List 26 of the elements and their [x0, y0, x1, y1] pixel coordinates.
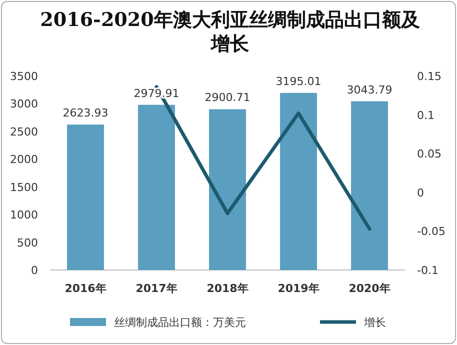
y-tick-label: 0 — [31, 264, 38, 277]
y-tick-label: 1500 — [10, 180, 38, 194]
data-label: 2623.93 — [62, 106, 108, 120]
chart-title: 2016-2020年澳大利亚丝绸制成品出口额及增长 — [40, 8, 420, 56]
x-tick-label: 2020年 — [348, 282, 390, 295]
y-tick-label: 3500 — [10, 70, 38, 83]
y-tick-label: 500 — [17, 236, 38, 250]
y-tick-label: 2500 — [10, 125, 38, 138]
x-tick-label: 2019年 — [278, 282, 320, 295]
y-tick-label: 1000 — [10, 208, 38, 222]
y2-tick-label: 0.1 — [417, 108, 434, 122]
data-label: 2900.71 — [204, 91, 250, 104]
x-tick-label: 2016年 — [64, 282, 106, 295]
y-tick-label: 3000 — [10, 98, 38, 111]
x-tick-label: 2018年 — [206, 282, 248, 295]
y2-tick-label: -0.1 — [417, 264, 438, 277]
x-tick-label: 2017年 — [136, 282, 178, 295]
legend-label: 丝绸制成品出口额：万美元 — [114, 316, 246, 329]
data-label: 3043.79 — [346, 83, 392, 96]
y2-tick-label: 0 — [417, 186, 424, 200]
y2-tick-label: 0.05 — [417, 148, 442, 161]
y2-tick-label: 0.15 — [417, 70, 442, 83]
y-tick-label: 2000 — [10, 153, 38, 166]
legend-label: 增长 — [363, 316, 386, 329]
data-label: 3195.01 — [276, 74, 322, 88]
y2-tick-label: -0.05 — [417, 225, 446, 238]
